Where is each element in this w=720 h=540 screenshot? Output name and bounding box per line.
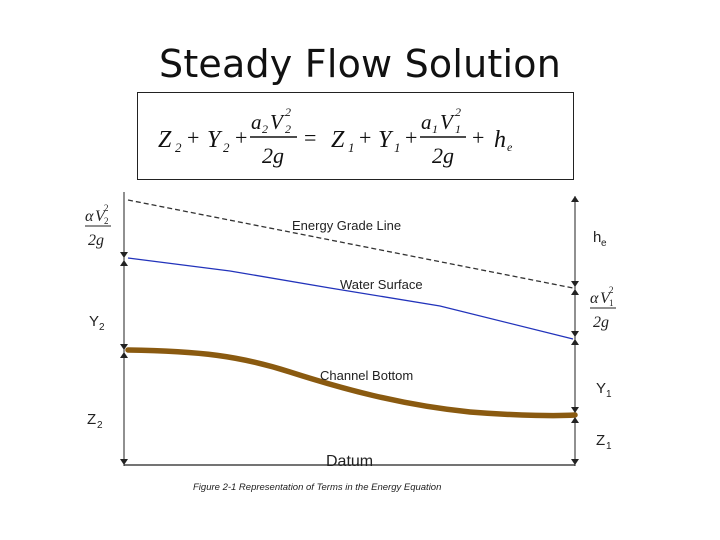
svg-text:a: a (251, 110, 262, 134)
svg-text:+: + (187, 125, 199, 150)
svg-text:1: 1 (394, 140, 401, 155)
svg-text:+: + (405, 125, 417, 150)
svg-text:2: 2 (97, 420, 103, 431)
right-velocity-head: α V 2 1 2g (590, 285, 616, 331)
equation-box (137, 92, 574, 180)
svg-text:1: 1 (609, 298, 614, 308)
svg-text:+: + (359, 125, 371, 150)
svg-text:h: h (593, 229, 601, 246)
svg-text:+: + (472, 125, 484, 150)
svg-text:Z: Z (87, 411, 96, 428)
svg-text:1: 1 (348, 140, 355, 155)
svg-text:e: e (601, 238, 607, 249)
energy-grade-line (127, 199, 574, 289)
svg-text:1: 1 (432, 122, 438, 136)
svg-text:V: V (270, 110, 285, 134)
svg-text:2: 2 (285, 122, 291, 136)
svg-text:2: 2 (223, 140, 230, 155)
datum-label: Datum (326, 453, 373, 470)
svg-text:2g: 2g (593, 314, 609, 331)
svg-text:Z: Z (158, 127, 172, 153)
svg-text:1: 1 (606, 441, 612, 452)
svg-text:Z: Z (331, 127, 345, 153)
svg-text:2: 2 (609, 285, 614, 295)
left-z-label: Z 2 (87, 411, 103, 431)
svg-text:2: 2 (175, 140, 182, 155)
svg-text:V: V (440, 110, 455, 134)
left-dimension-arrows (120, 252, 128, 465)
svg-text:2g: 2g (262, 143, 284, 168)
svg-text:2: 2 (104, 216, 109, 226)
svg-text:+: + (235, 125, 247, 150)
svg-text:2: 2 (262, 122, 268, 136)
svg-text:V: V (95, 208, 107, 225)
right-y-label: Y 1 (596, 380, 612, 400)
svg-text:1: 1 (455, 122, 461, 136)
svg-text:a: a (421, 110, 432, 134)
figure-caption: Figure 2-1 Representation of Terms in th… (193, 482, 441, 493)
svg-text:=: = (304, 125, 316, 150)
slide-title: Steady Flow Solution (159, 42, 561, 86)
svg-text:2: 2 (285, 105, 291, 119)
water-surface-line (127, 257, 574, 340)
svg-text:h: h (494, 127, 506, 153)
channel-bottom-label: Channel Bottom (320, 368, 413, 383)
right-he-label: h e (593, 229, 607, 249)
svg-text:2g: 2g (432, 143, 454, 168)
svg-text:1: 1 (606, 389, 612, 400)
energy-equation: Z 2 + Y 2 + a 2 V 2 2 2g = Z 1 + Y 1 + a… (158, 105, 513, 168)
svg-text:Y: Y (207, 127, 223, 153)
svg-text:α: α (85, 208, 94, 225)
svg-text:Z: Z (596, 432, 605, 449)
svg-text:2: 2 (104, 203, 109, 213)
svg-text:2: 2 (99, 322, 105, 333)
svg-text:Y: Y (596, 380, 606, 397)
svg-text:α: α (590, 290, 599, 307)
right-dimension-arrows (571, 196, 579, 465)
channel-bottom-line (125, 347, 578, 419)
svg-text:V: V (600, 290, 612, 307)
left-velocity-head: α V 2 2 2g (85, 203, 111, 249)
svg-text:Y: Y (378, 127, 394, 153)
svg-text:2g: 2g (88, 232, 104, 249)
water-surface-label: Water Surface (340, 277, 423, 292)
svg-text:e: e (507, 140, 513, 154)
svg-text:2: 2 (455, 105, 461, 119)
svg-text:Y: Y (89, 313, 99, 330)
energy-grade-line-label: Energy Grade Line (292, 218, 401, 233)
left-y-label: Y 2 (89, 313, 105, 333)
right-z-label: Z 1 (596, 432, 612, 452)
